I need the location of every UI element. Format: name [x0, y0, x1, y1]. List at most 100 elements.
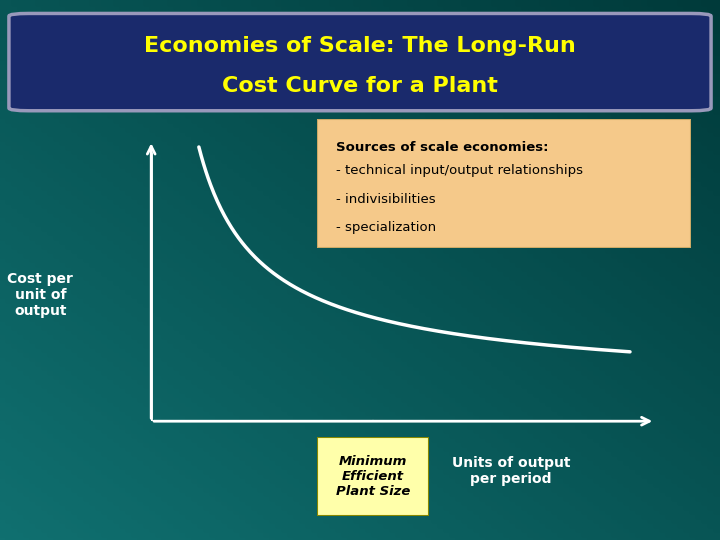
Bar	[546, 135, 552, 139]
Bar	[12, 490, 18, 495]
Bar	[300, 355, 306, 360]
Bar	[714, 99, 720, 104]
Bar	[666, 27, 672, 31]
Bar	[384, 536, 390, 540]
Bar	[534, 378, 540, 382]
Bar	[654, 166, 660, 171]
Bar	[228, 414, 234, 418]
Bar	[408, 239, 414, 243]
Bar	[312, 364, 318, 369]
Bar	[546, 455, 552, 459]
Bar	[228, 450, 234, 455]
Bar	[522, 135, 528, 139]
Bar	[48, 472, 54, 477]
Bar	[330, 486, 336, 490]
Bar	[228, 230, 234, 234]
Bar	[324, 104, 330, 108]
Bar	[60, 504, 66, 509]
Bar	[12, 153, 18, 158]
Bar	[522, 72, 528, 77]
Bar	[390, 500, 396, 504]
Bar	[498, 428, 504, 432]
Bar	[378, 112, 384, 117]
Bar	[504, 266, 510, 270]
Bar	[222, 63, 228, 68]
Bar	[42, 18, 48, 23]
Bar	[48, 72, 54, 77]
Bar	[294, 423, 300, 428]
Bar	[90, 45, 96, 50]
Bar	[504, 355, 510, 360]
Bar	[342, 347, 348, 351]
Bar	[228, 171, 234, 176]
Bar	[360, 482, 366, 486]
Bar	[384, 117, 390, 122]
Bar	[468, 338, 474, 342]
Bar	[402, 517, 408, 522]
Bar	[624, 463, 630, 468]
Bar	[372, 176, 378, 180]
Bar	[708, 450, 714, 455]
Bar	[54, 54, 60, 58]
Bar	[420, 216, 426, 220]
Bar	[714, 504, 720, 509]
Bar	[534, 99, 540, 104]
Bar	[678, 392, 684, 396]
Bar	[486, 504, 492, 509]
Bar	[708, 212, 714, 216]
Bar	[228, 405, 234, 409]
Bar	[204, 252, 210, 256]
Bar	[72, 108, 78, 112]
Bar	[342, 517, 348, 522]
Bar	[642, 198, 648, 202]
Bar	[426, 63, 432, 68]
Bar	[276, 4, 282, 9]
Bar	[42, 509, 48, 513]
Bar	[444, 234, 450, 239]
Bar	[564, 40, 570, 45]
Bar	[240, 171, 246, 176]
Bar	[642, 270, 648, 274]
Bar	[54, 27, 60, 31]
Bar	[654, 112, 660, 117]
Bar	[240, 90, 246, 94]
Bar	[324, 261, 330, 266]
Bar	[426, 423, 432, 428]
Bar	[600, 522, 606, 526]
Bar	[18, 126, 24, 131]
Bar	[90, 135, 96, 139]
Bar	[516, 360, 522, 364]
Bar	[204, 9, 210, 14]
Bar	[66, 234, 72, 239]
Bar	[426, 369, 432, 374]
Bar	[60, 450, 66, 455]
Bar	[240, 369, 246, 374]
Bar	[708, 112, 714, 117]
Bar	[696, 293, 702, 297]
Bar	[426, 441, 432, 445]
Bar	[60, 418, 66, 423]
Bar	[150, 31, 156, 36]
Bar	[258, 158, 264, 162]
Bar	[318, 23, 324, 27]
Bar	[534, 63, 540, 68]
Bar	[456, 392, 462, 396]
Bar	[444, 85, 450, 90]
Bar	[90, 189, 96, 193]
Bar	[162, 288, 168, 293]
Bar	[144, 0, 150, 4]
Bar	[24, 504, 30, 509]
Bar	[486, 14, 492, 18]
Bar	[102, 239, 108, 243]
Bar	[612, 0, 618, 4]
Bar	[276, 279, 282, 284]
Bar	[174, 306, 180, 310]
Bar	[72, 135, 78, 139]
Bar	[558, 517, 564, 522]
Bar	[258, 423, 264, 428]
Bar	[486, 99, 492, 104]
Bar	[216, 355, 222, 360]
Bar	[690, 225, 696, 229]
Bar	[24, 189, 30, 193]
Bar	[672, 522, 678, 526]
